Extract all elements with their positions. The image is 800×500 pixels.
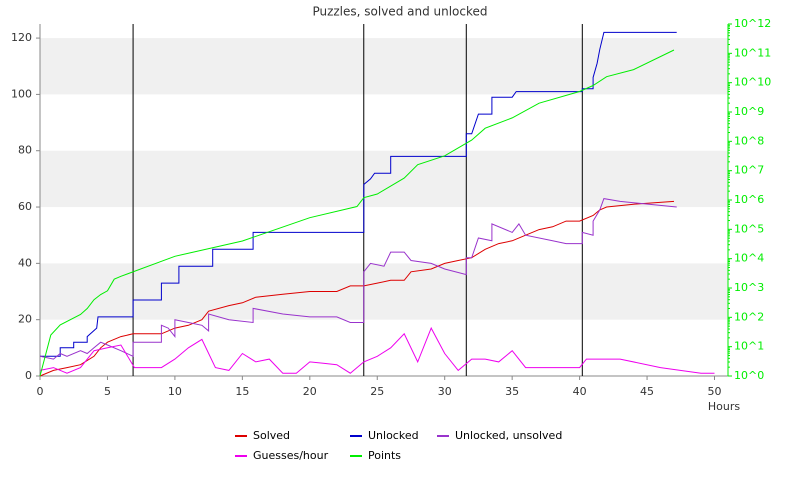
y-tick-label: 0 <box>25 369 32 382</box>
y-tick-label: 40 <box>18 256 32 269</box>
series-line <box>39 198 677 360</box>
y-tick-label: 100 <box>11 87 32 100</box>
x-axis-label: Hours <box>708 400 740 413</box>
grid-band <box>40 263 728 320</box>
x-tick-label: 5 <box>104 385 111 398</box>
y2-tick-label: 10^9 <box>734 105 764 118</box>
x-tick-label: 0 <box>37 385 44 398</box>
series-line <box>39 49 675 377</box>
y2-tick-label: 10^6 <box>734 193 764 206</box>
y2-tick-label: 10^8 <box>734 134 764 147</box>
y2-tick-label: 10^0 <box>734 369 764 382</box>
y2-tick-label: 10^5 <box>734 222 764 235</box>
y2-tick-label: 10^4 <box>734 252 764 265</box>
series-line <box>39 200 675 377</box>
y-tick-label: 120 <box>11 31 32 44</box>
legend-label: Points <box>368 449 401 462</box>
y2-tick-label: 10^7 <box>734 164 764 177</box>
series-line <box>39 326 715 374</box>
x-tick-label: 35 <box>505 385 519 398</box>
grid-band <box>40 38 728 95</box>
y2-tick-label: 10^1 <box>734 340 764 353</box>
chart-title: Puzzles, solved and unlocked <box>312 5 487 19</box>
x-tick-label: 15 <box>235 385 249 398</box>
x-tick-label: 25 <box>370 385 384 398</box>
x-tick-label: 30 <box>438 385 452 398</box>
y-tick-label: 20 <box>18 313 32 326</box>
grid-band <box>40 150 728 208</box>
legend-label: Solved <box>253 429 290 442</box>
legend-label: Guesses/hour <box>253 449 329 462</box>
y2-tick-label: 10^2 <box>734 310 764 323</box>
y2-tick-label: 10^3 <box>734 281 764 294</box>
x-tick-label: 40 <box>573 385 587 398</box>
y2-tick-label: 10^12 <box>734 17 771 30</box>
legend-label: Unlocked <box>368 429 419 442</box>
y-tick-label: 60 <box>18 200 32 213</box>
x-tick-label: 10 <box>168 385 182 398</box>
y-tick-label: 80 <box>18 144 32 157</box>
x-tick-label: 20 <box>303 385 317 398</box>
x-tick-label: 50 <box>708 385 722 398</box>
y2-tick-label: 10^10 <box>734 76 771 89</box>
legend-label: Unlocked, unsolved <box>455 429 562 442</box>
y2-tick-label: 10^11 <box>734 46 771 59</box>
x-tick-label: 45 <box>640 385 654 398</box>
